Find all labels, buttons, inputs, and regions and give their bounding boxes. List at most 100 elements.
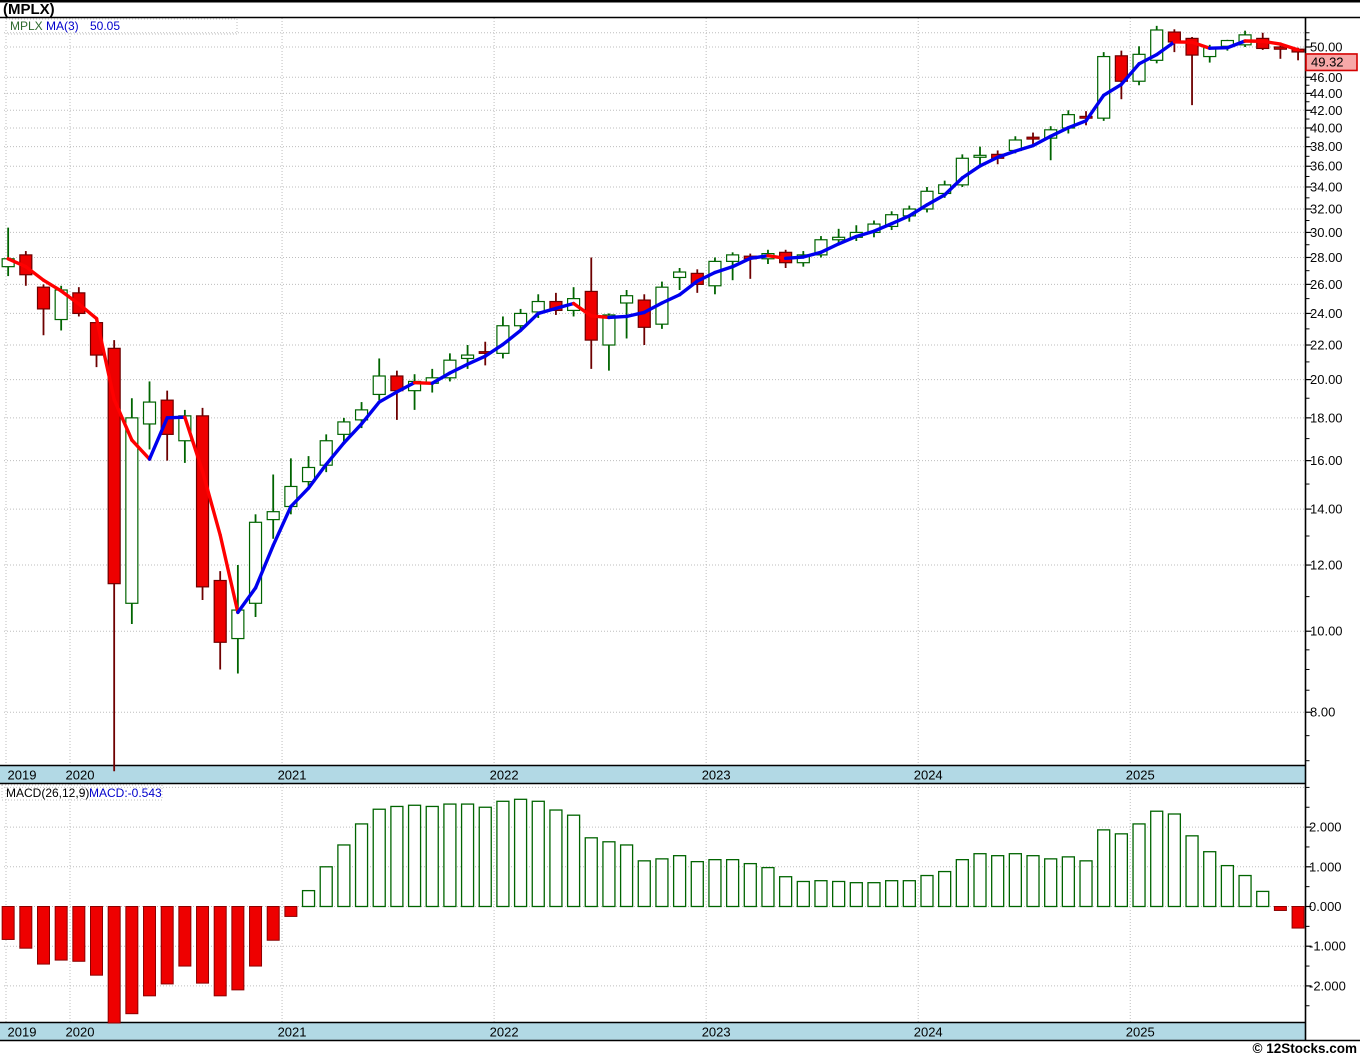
price-tick-label-8: 8.00: [1310, 705, 1335, 720]
macd-bar-2022-06: [584, 837, 598, 908]
candle-2024-12: [1114, 50, 1128, 100]
macd-bar-2020-11: [249, 906, 263, 967]
macd-bar-2022-09: [637, 860, 651, 908]
macd-bar-2019-11: [36, 906, 50, 965]
ma3-segment-2021-12: [465, 354, 487, 366]
ma3-segment-2024-01: [907, 203, 929, 218]
ma3-segment-2020-01: [59, 289, 81, 306]
macd-tick-label-2: 2.000: [1309, 820, 1342, 835]
ma3-segment-2022-01: [483, 342, 505, 358]
macd-bar-2022-10: [655, 858, 669, 908]
macd-tick-label--2: -2.000: [1309, 978, 1346, 993]
candle-2024-07: [1026, 132, 1040, 145]
ma3-segment-2021-11: [448, 362, 470, 375]
macd-bar-2021-01: [284, 906, 298, 917]
ma3-segment-2021-09: [412, 380, 434, 385]
ma3-segment-2023-08: [819, 242, 841, 255]
ma3-segment-2023-11: [872, 221, 894, 233]
upper-year-label-2020: 2020: [66, 768, 95, 783]
macd-bar-2022-01: [496, 800, 510, 908]
macd-bar-2022-03: [531, 800, 545, 908]
price-legend-ma-label: MA(3): [46, 19, 79, 33]
ma3-segment-2022-05: [554, 301, 576, 311]
ma3-segment-2021-08: [395, 380, 417, 394]
ma3-segment-2023-07: [801, 250, 823, 259]
ma3-segment-2023-04: [748, 254, 770, 261]
price-legend-symbol: MPLX: [10, 19, 43, 33]
ma3-segment-2020-06: [147, 416, 169, 461]
macd-bar-2025-09: [1273, 906, 1287, 911]
macd-bar-2025-05: [1203, 851, 1217, 908]
ma3-segment-2022-12: [677, 279, 699, 297]
ma3-segment-2021-06: [359, 400, 381, 426]
ma3-segment-2022-03: [518, 311, 540, 333]
macd-legend-box-left: [1, 784, 83, 801]
macd-bar-2023-03: [743, 862, 757, 908]
ma3-segment-2023-03: [730, 256, 752, 269]
price-tick-label-36: 36.00: [1310, 159, 1343, 174]
ma3-segment-2023-12: [889, 214, 912, 226]
candle-2022-08: [620, 290, 634, 339]
macd-bar-2022-04: [549, 809, 563, 908]
macd-bar-2024-09: [1061, 856, 1076, 908]
year-bands-layer: 2019 2019 2020 2020 2021 2021 2022 2022 2023 2023…: [0, 766, 1305, 1040]
candle-2021-06: [372, 358, 386, 401]
macd-bar-2024-03: [955, 859, 969, 908]
upper-year-band: [0, 766, 1305, 783]
macd-bar-2025-08: [1256, 890, 1270, 908]
price-tick-label-30: 30.00: [1310, 225, 1343, 240]
candle-2022-10: [655, 281, 669, 329]
price-tick-label-38: 38.00: [1310, 139, 1343, 154]
ma3-segment-2023-10: [854, 229, 876, 239]
price-tick-label-26: 26.00: [1310, 277, 1343, 292]
macd-legend-label: MACD(26,12,9): [6, 786, 89, 800]
price-tick-label-42: 42.00: [1310, 103, 1343, 118]
macd-bar-2024-11: [1097, 829, 1111, 908]
macd-legend-value: MACD:-0.543: [89, 786, 162, 800]
price-tick-label-50: 50.00: [1310, 40, 1343, 55]
macd-bar-2021-06: [372, 808, 386, 908]
ma3-segment-2021-02: [289, 486, 311, 509]
candle-2022-07: [602, 313, 616, 371]
price-tick-label-44: 44.00: [1310, 86, 1343, 101]
price-tick-label-12: 12.00: [1310, 558, 1343, 573]
ma3-segment-2024-02: [925, 193, 947, 207]
candle-2021-07: [390, 370, 404, 420]
candle-2019-12: [54, 285, 68, 331]
price-tick-label-28: 28.00: [1310, 250, 1343, 265]
candle-2022-11: [673, 267, 687, 291]
price-tick-label-16: 16.00: [1310, 453, 1343, 468]
macd-tick-label-1: 1.000: [1309, 859, 1342, 874]
ma3-segment-2025-02: [1137, 52, 1159, 66]
macd-bar-2020-06: [160, 906, 174, 985]
macd-bar-2023-11: [885, 880, 899, 908]
macd-bar-2023-09: [849, 882, 863, 908]
candle-2020-11: [248, 514, 263, 617]
ma3-segment-2024-12: [1101, 82, 1124, 98]
last-price-badge: [1305, 53, 1358, 72]
ma3-segment-2021-05: [342, 422, 364, 445]
upper-year-label-2021: 2021: [278, 768, 307, 783]
macd-bar-2023-06: [796, 880, 810, 908]
macd-tick-label--1: -1.000: [1309, 939, 1346, 954]
macd-bar-2020-04: [125, 906, 139, 1015]
macd-bar-2019-10: [19, 906, 33, 949]
ma3-segment-2020-02: [77, 302, 99, 321]
macd-bar-2023-02: [725, 859, 740, 908]
ma3-segment-2021-10: [430, 371, 452, 385]
watermark: © 12Stocks.com: [1253, 1041, 1358, 1056]
price-tick-label-20: 20.00: [1310, 372, 1343, 387]
last-price-badge-text: 49.32: [1311, 55, 1344, 70]
macd-bar-2023-10: [867, 882, 881, 908]
macd-bar-2024-01: [920, 874, 934, 908]
macd-bar-2021-05: [354, 823, 369, 908]
ma3-segment-2020-04: [112, 397, 134, 442]
macd-bar-2023-01: [708, 859, 722, 908]
ma3-segment-2020-10: [218, 533, 240, 615]
candle-2020-09: [213, 571, 227, 670]
ma3-segment-2025-10: [1278, 42, 1300, 52]
price-tick-label-22: 22.00: [1310, 338, 1343, 353]
macd-bar-2021-04: [337, 844, 351, 908]
